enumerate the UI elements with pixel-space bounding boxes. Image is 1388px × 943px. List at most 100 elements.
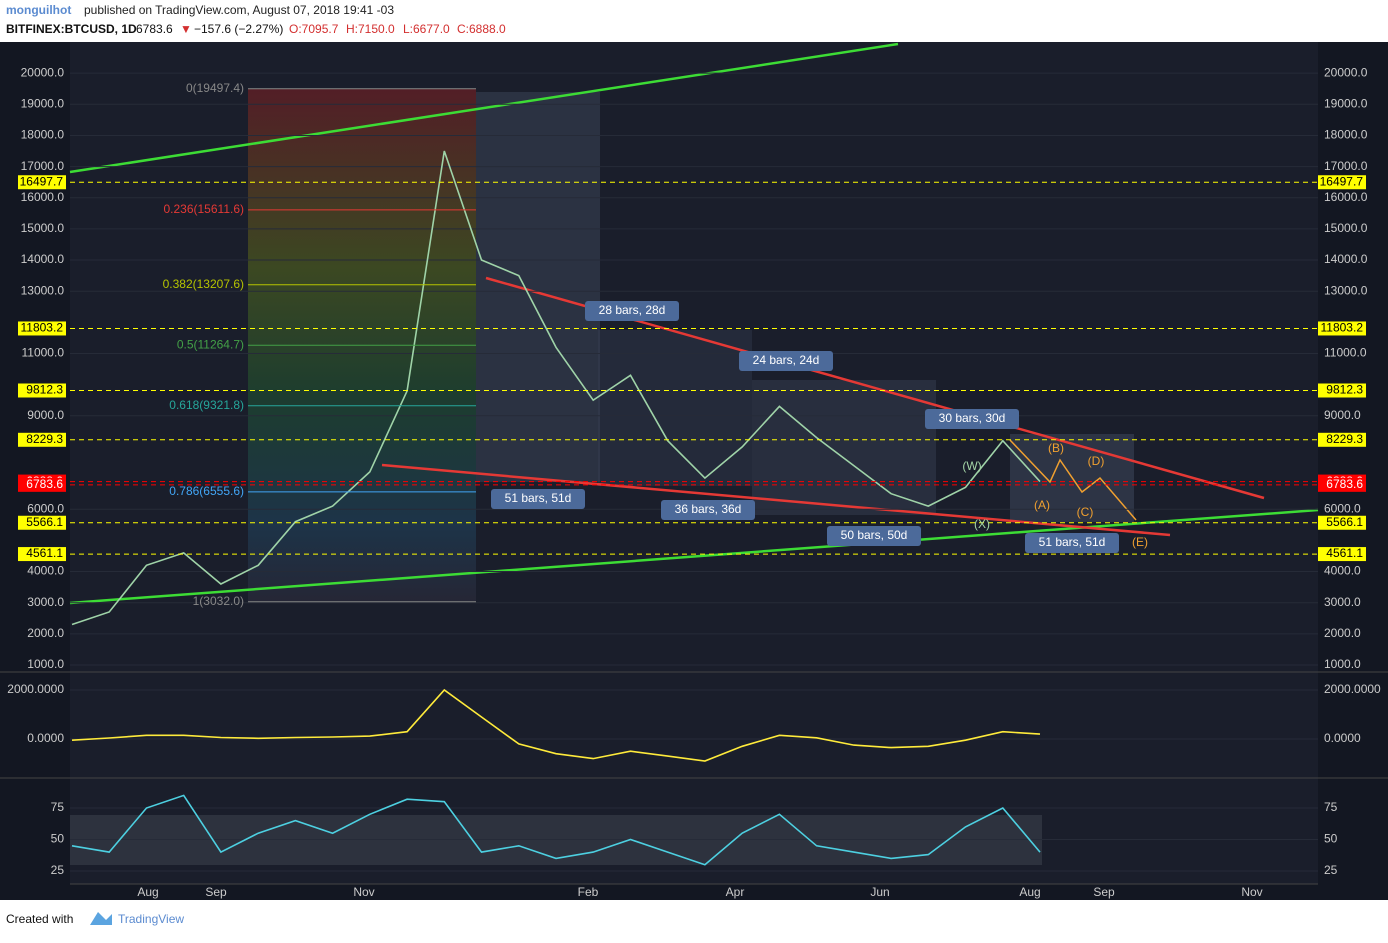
- x-tick-label: Aug: [137, 885, 158, 899]
- level-label: 5566.1: [26, 515, 63, 529]
- level-tag: [18, 432, 66, 447]
- x-tick-label: Jun: [870, 885, 889, 899]
- bar-count: 51 bars, 51d: [505, 491, 572, 505]
- bar-count: 24 bars, 24d: [753, 353, 820, 367]
- level-label: 16497.7: [1320, 174, 1364, 188]
- y-tick-label: 50: [51, 832, 65, 846]
- y-tick-label: 19000.0: [21, 96, 65, 110]
- trendline: [381, 463, 1171, 537]
- level-label: 9812.3: [26, 383, 63, 397]
- down-arrow: ▼: [180, 22, 192, 36]
- level-label: 6783.6: [1326, 477, 1363, 491]
- logo: [90, 912, 112, 925]
- footer-bg: [0, 900, 1388, 938]
- symbol: BITFINEX:BTCUSD, 1D: [6, 22, 137, 36]
- wave-label: (C): [1077, 505, 1094, 519]
- level-label: 8229.3: [1326, 432, 1363, 446]
- level-tag: [18, 547, 66, 562]
- y-tick-label: 18000.0: [21, 128, 65, 142]
- y-tick-label: 1000.0: [1324, 657, 1361, 671]
- level-label: 11803.2: [21, 321, 64, 335]
- y-tick-label: 13000.0: [21, 283, 65, 297]
- x-tick-label: Sep: [205, 885, 227, 899]
- price-line: [71, 794, 1041, 866]
- level-tag: [1318, 383, 1366, 398]
- y-tick-label: 25: [51, 863, 65, 877]
- y-tick-label: 17000.0: [21, 159, 65, 173]
- y-tick-label: 11000.0: [1324, 346, 1367, 360]
- y-tick-label: 9000.0: [27, 408, 64, 422]
- level-label: 4561.1: [26, 546, 63, 560]
- y-tick-label: 6000.0: [27, 501, 64, 515]
- level-tag: [1318, 432, 1366, 447]
- fib-label: 1(3032.0): [193, 594, 244, 608]
- bar-count-box: [925, 409, 1019, 429]
- level-tag: [1318, 175, 1366, 190]
- level-tag: [1318, 515, 1366, 530]
- footer-text: Created with: [6, 912, 73, 926]
- wave-label: (B): [1048, 441, 1064, 455]
- last-price: 6783.6: [136, 22, 173, 36]
- y-tick-label: 15000.0: [1324, 221, 1368, 235]
- y-tick-label: 6000.0: [1324, 501, 1361, 515]
- x-tick-label: Apr: [726, 885, 745, 899]
- wave-label: (E): [1132, 535, 1148, 549]
- price-line: [71, 150, 1041, 626]
- published: published on TradingView.com, August 07,…: [84, 3, 394, 17]
- y-tick-label: 25: [1324, 863, 1338, 877]
- range-box: [752, 380, 936, 515]
- y-tick-label: 17000.0: [1324, 159, 1368, 173]
- y-tick-label: 9000.0: [1324, 408, 1361, 422]
- y-tick-label: 18000.0: [1324, 128, 1368, 142]
- y-tick-label: 14000.0: [21, 252, 65, 266]
- y-tick-label: 19000.0: [1324, 96, 1368, 110]
- footer-brand[interactable]: TradingView: [118, 912, 184, 926]
- y-tick-label: 0.0000: [1324, 731, 1361, 745]
- wave-label: (X): [974, 517, 990, 531]
- bar-count-box: [827, 526, 921, 546]
- header-bg: [0, 0, 1388, 42]
- y-tick-label: 11000.0: [22, 346, 65, 360]
- y-tick-label: 15000.0: [21, 221, 65, 235]
- level-tag: [18, 175, 66, 190]
- y-tick-label: 75: [1324, 800, 1338, 814]
- y-tick-label: 14000.0: [1324, 252, 1368, 266]
- y-tick-label: 75: [51, 800, 65, 814]
- x-tick-label: Nov: [1241, 885, 1262, 899]
- bar-count: 30 bars, 30d: [939, 411, 1006, 425]
- level-tag: [1318, 321, 1366, 336]
- fib-label: 0(19497.4): [186, 81, 244, 95]
- high: H:7150.0: [346, 22, 395, 36]
- y-tick-label: 4000.0: [27, 564, 64, 578]
- x-tick-label: Nov: [353, 885, 374, 899]
- close: C:6888.0: [457, 22, 506, 36]
- bar-count: 50 bars, 50d: [841, 528, 908, 542]
- level-tag: [1318, 547, 1366, 562]
- range-box: [476, 92, 600, 482]
- level-tag: [18, 515, 66, 530]
- low: L:6677.0: [403, 22, 450, 36]
- y-tick-label: 2000.0: [27, 626, 64, 640]
- level-tag: [18, 383, 66, 398]
- level-tag: [1318, 477, 1366, 492]
- trendline: [69, 42, 899, 174]
- level-tag: [18, 321, 66, 336]
- bar-count-box: [1025, 533, 1119, 553]
- author: monguilhot: [6, 3, 71, 17]
- change: −157.6 (−2.27%): [194, 22, 283, 36]
- y-tick-label: 1000.0: [27, 657, 64, 671]
- bar-count-box: [491, 489, 585, 509]
- y-tick-label: 0.0000: [27, 731, 64, 745]
- level-tag: [18, 477, 66, 492]
- fib-label: 0.5(11264.7): [177, 337, 244, 351]
- y-tick-label: 3000.0: [1324, 595, 1361, 609]
- wave-label: (W): [962, 459, 981, 473]
- fib-label: 0.236(15611.6): [163, 202, 244, 216]
- x-tick-label: Aug: [1019, 885, 1040, 899]
- x-tick-label: Sep: [1093, 885, 1115, 899]
- level-label: 6783.6: [26, 477, 63, 491]
- trendline: [69, 508, 1319, 605]
- bar-count: 36 bars, 36d: [675, 502, 742, 516]
- bar-count: 28 bars, 28d: [599, 303, 666, 317]
